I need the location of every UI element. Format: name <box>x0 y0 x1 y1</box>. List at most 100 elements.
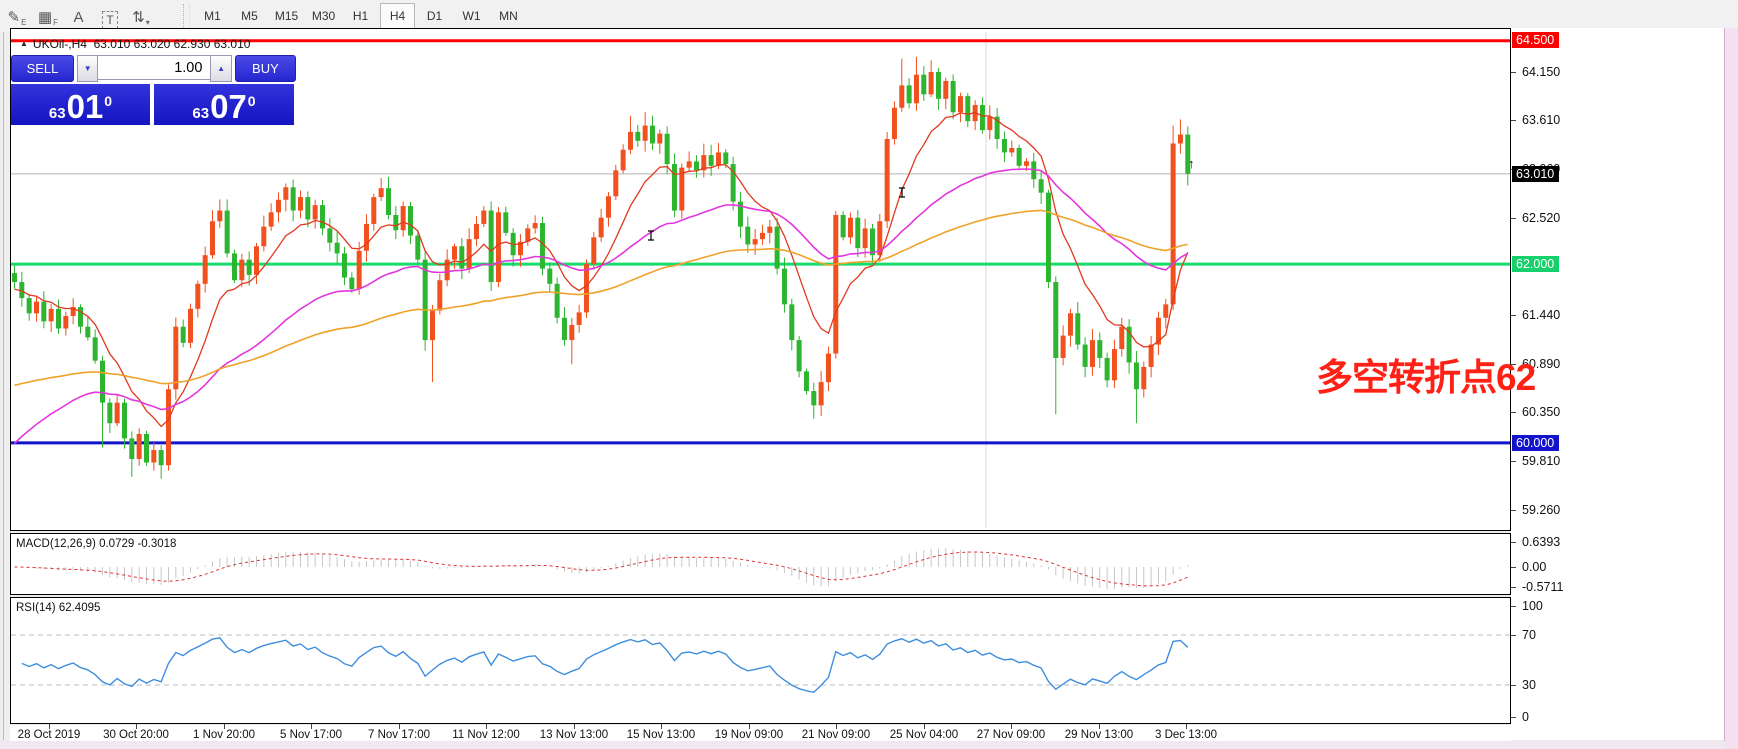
price-tick-mark <box>1511 364 1516 365</box>
macd-tick-mark <box>1511 587 1516 588</box>
volume-up-button[interactable]: ▲ <box>210 55 232 82</box>
price-tick-mark <box>1511 412 1516 413</box>
buy-price-sup: 0 <box>247 93 256 109</box>
sell-price-panel[interactable]: 63 01 0 <box>11 84 150 125</box>
arrows-tool-icon[interactable]: ⇅ ▾ <box>132 9 150 27</box>
date-tick-mark <box>661 724 662 729</box>
macd-tick-label: 0.00 <box>1522 560 1547 574</box>
price-tick-label: 61.440 <box>1522 308 1561 322</box>
toolbar-separator <box>183 4 190 28</box>
rsi-tick-label: 100 <box>1522 599 1543 613</box>
main-chart: ↑ <box>10 28 1511 531</box>
date-tick-mark <box>1099 724 1100 729</box>
date-tick-mark <box>311 724 312 729</box>
up-arrow-mark: ↑ <box>1188 156 1195 171</box>
price-axis-area <box>1511 28 1725 740</box>
chinese-annotation: 多空转折点62 <box>1316 357 1536 398</box>
rsi-tick-mark <box>1511 685 1516 686</box>
price-tick-mark <box>1511 72 1516 73</box>
macd-panel <box>10 533 1511 595</box>
timeframe-m15[interactable]: M15 <box>274 9 299 23</box>
buy-price-big: 07 <box>210 88 247 125</box>
date-label: 19 Nov 09:00 <box>714 729 784 741</box>
macd-tick-label: -0.5711 <box>1522 580 1564 594</box>
price-tick-label: 59.260 <box>1522 503 1561 517</box>
date-label: 27 Nov 09:00 <box>976 729 1046 741</box>
price-tick-mark <box>1511 120 1516 121</box>
draw-channel-tool-icon[interactable]: ✎ E <box>7 9 27 27</box>
timeframe-mn[interactable]: MN <box>499 9 518 23</box>
date-tick-mark <box>486 724 487 729</box>
collapse-icon[interactable]: ▲ <box>20 39 28 48</box>
date-tick-mark <box>924 724 925 729</box>
date-label: 7 Nov 17:00 <box>367 729 431 741</box>
date-tick-mark <box>749 724 750 729</box>
text-cursor-mark <box>899 187 905 198</box>
date-label: 13 Nov 13:00 <box>539 729 609 741</box>
date-label: 11 Nov 12:00 <box>452 729 520 741</box>
date-label: 28 Oct 2019 <box>17 729 81 741</box>
rsi-tick-label: 70 <box>1522 628 1536 642</box>
buy-button[interactable]: BUY <box>234 55 296 82</box>
timeframe-w1[interactable]: W1 <box>462 9 481 23</box>
date-tick-mark <box>574 724 575 729</box>
rsi-panel <box>10 597 1511 724</box>
price-tick-label: 60.350 <box>1522 405 1561 419</box>
date-tick-mark <box>136 724 137 729</box>
rsi-tick-mark <box>1511 717 1516 718</box>
macd-tick-mark <box>1511 567 1516 568</box>
price-tick-label: 62.520 <box>1522 211 1561 225</box>
date-label: 3 Dec 13:00 <box>1154 729 1218 741</box>
timeframe-m30[interactable]: M30 <box>311 9 336 23</box>
price-badge: 64.500 <box>1512 32 1560 48</box>
date-tick-mark <box>1186 724 1187 729</box>
time-axis-area <box>10 725 1511 741</box>
date-tick-mark <box>49 724 50 729</box>
price-tick-mark <box>1511 315 1516 316</box>
price-badge: 62.000 <box>1512 256 1560 272</box>
text-label-tool-icon[interactable]: A <box>73 9 84 26</box>
text-box-tool-icon[interactable]: T <box>96 3 124 29</box>
rsi-tick-mark <box>1511 606 1516 607</box>
date-tick-mark <box>224 724 225 729</box>
price-tick-label: 59.810 <box>1522 454 1561 468</box>
date-label: 29 Nov 13:00 <box>1064 729 1134 741</box>
rsi-tick-mark <box>1511 635 1516 636</box>
ohlc-values: 63.010 63.020 62.930 63.010 <box>93 37 251 51</box>
top-toolbar: ✎ E ▦ F A T ⇅ ▾ M1 M5 M15 M30 H1 H4 D1 W1 MN <box>0 0 1738 33</box>
symbol-period-label: UKOil-,H4 <box>32 37 87 51</box>
sell-price-big: 01 <box>66 88 104 125</box>
volume-down-button[interactable]: ▼ <box>77 55 99 82</box>
macd-tick-mark <box>1511 542 1516 543</box>
macd-tick-label: 0.6393 <box>1522 535 1561 549</box>
rsi-tick-label: 0 <box>1522 710 1529 724</box>
price-tick-label: 60.890 <box>1522 357 1561 371</box>
macd-label: MACD(12,26,9) 0.0729 -0.3018 <box>16 538 177 550</box>
sell-button[interactable]: SELL <box>11 55 75 82</box>
timeframe-m5[interactable]: M5 <box>241 9 258 23</box>
date-label: 15 Nov 13:00 <box>626 729 696 741</box>
date-tick-mark <box>1011 724 1012 729</box>
timeframe-h4[interactable]: H4 <box>380 3 415 29</box>
date-tick-mark <box>399 724 400 729</box>
volume-input[interactable] <box>98 55 211 80</box>
timeframe-h1[interactable]: H1 <box>352 9 369 23</box>
price-tick-mark <box>1511 461 1516 462</box>
text-cursor-mark <box>648 230 654 241</box>
rsi-tick-label: 30 <box>1522 678 1536 692</box>
date-label: 30 Oct 20:00 <box>103 729 169 741</box>
timeframe-m1[interactable]: M1 <box>204 9 221 23</box>
date-tick-mark <box>836 724 837 729</box>
timeframe-d1[interactable]: D1 <box>426 9 443 23</box>
price-tick-mark <box>1511 510 1516 511</box>
price-tick-mark <box>1511 218 1516 219</box>
chevron-up-icon: ▲ <box>217 64 226 73</box>
date-label: 21 Nov 09:00 <box>801 729 871 741</box>
date-label: 1 Nov 20:00 <box>192 729 256 741</box>
bottom-strip <box>0 741 1725 749</box>
buy-price-panel[interactable]: 63 07 0 <box>154 84 294 125</box>
fibonacci-grid-tool-icon[interactable]: ▦ F <box>37 9 59 27</box>
sell-price-sup: 0 <box>104 93 113 109</box>
price-tick-label: 64.150 <box>1522 65 1561 79</box>
vertical-scrollbar[interactable] <box>1724 28 1738 749</box>
